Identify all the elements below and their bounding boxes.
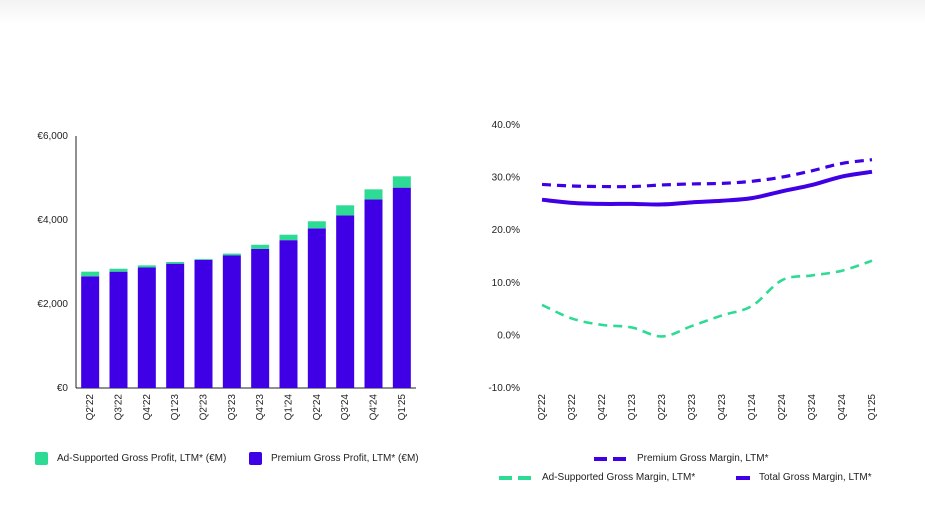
bar-premium-2 xyxy=(137,267,156,388)
ad-supported-swatch xyxy=(35,452,48,465)
x-tick-label: Q3'24 xyxy=(807,394,818,421)
x-tick-label: Q1'23 xyxy=(627,394,638,421)
bar-ad-supported-6 xyxy=(251,244,270,249)
x-tick-label: Q4'23 xyxy=(255,394,266,421)
x-tick-label: Q1'23 xyxy=(170,394,181,421)
bar-premium-6 xyxy=(251,248,270,388)
bar-premium-7 xyxy=(279,240,298,388)
bar-premium-1 xyxy=(109,271,128,388)
legend-label: Ad-Supported Gross Margin, LTM* xyxy=(542,472,696,483)
y-tick-label: €0 xyxy=(57,383,69,394)
x-tick-label: Q2'23 xyxy=(199,394,210,421)
bar-ad-supported-0 xyxy=(81,271,100,277)
legend-label: Total Gross Margin, LTM* xyxy=(759,472,872,483)
x-tick-label: Q2'22 xyxy=(537,394,548,421)
solid-total-key xyxy=(736,475,750,480)
y-tick-label: 10.0% xyxy=(492,278,520,289)
x-tick-label: Q4'24 xyxy=(837,394,848,421)
bar-ad-supported-11 xyxy=(392,176,411,188)
dashed-ad-supported-key xyxy=(499,473,533,483)
y-tick-label: €2,000 xyxy=(37,299,68,310)
legend-label: Ad-Supported Gross Profit, LTM* (€M) xyxy=(57,453,227,464)
x-tick-label: Q1'25 xyxy=(867,394,878,421)
legend-label: Premium Gross Margin, LTM* xyxy=(637,453,769,464)
top-band xyxy=(0,0,925,24)
legend-premium-margin: Premium Gross Margin, LTM* xyxy=(594,453,769,464)
legend-ad-supported-margin: Ad-Supported Gross Margin, LTM* xyxy=(499,472,695,483)
series-line-ad-supported-margin xyxy=(541,259,873,338)
x-tick-label: Q1'25 xyxy=(397,394,408,421)
bar-premium-8 xyxy=(307,228,326,388)
x-tick-label: Q2'22 xyxy=(85,394,96,421)
y-tick-label: €6,000 xyxy=(37,131,68,142)
bar-ad-supported-9 xyxy=(336,205,355,216)
y-tick-label: €4,000 xyxy=(37,215,68,226)
series-line-total-margin xyxy=(541,169,873,207)
x-tick-label: Q2'24 xyxy=(777,394,788,421)
x-tick-label: Q4'23 xyxy=(717,394,728,421)
bar-premium-4 xyxy=(194,259,213,388)
premium-swatch xyxy=(249,452,262,465)
bar-ad-supported-5 xyxy=(222,253,241,256)
x-tick-label: Q1'24 xyxy=(284,394,295,421)
bar-ad-supported-8 xyxy=(307,221,326,229)
bar-premium-3 xyxy=(166,263,185,388)
gross-margin-line-chart: -10.0% 0.0% 10.0% 20.0% 30.0% 40.0% Q2'22 Q3'22… xyxy=(488,120,878,421)
bar-premium-10 xyxy=(364,199,383,388)
bar-premium-11 xyxy=(392,187,411,388)
x-tick-label: Q4'22 xyxy=(142,394,153,421)
bar-ad-supported-2 xyxy=(137,265,156,268)
y-tick-label: 20.0% xyxy=(492,225,520,236)
bar-ad-supported-3 xyxy=(166,262,185,264)
x-tick-label: Q2'24 xyxy=(312,394,323,421)
y-tick-label: 30.0% xyxy=(492,173,520,184)
series-line-premium-margin xyxy=(541,158,873,189)
x-tick-label: Q3'23 xyxy=(687,394,698,421)
bar-premium-9 xyxy=(336,215,355,388)
bar-ad-supported-10 xyxy=(364,189,383,200)
x-tick-label: Q3'23 xyxy=(227,394,238,421)
x-tick-label: Q3'22 xyxy=(114,394,125,421)
legend-total-margin: Total Gross Margin, LTM* xyxy=(726,472,872,483)
y-tick-label: -10.0% xyxy=(488,383,520,394)
legend-ad-supported-profit: Ad-Supported Gross Profit, LTM* (€M) xyxy=(35,452,226,465)
x-tick-label: Q2'23 xyxy=(657,394,668,421)
x-tick-label: Q4'22 xyxy=(597,394,608,421)
x-tick-label: Q4'24 xyxy=(369,394,380,421)
x-tick-label: Q1'24 xyxy=(747,394,758,421)
x-tick-label: Q3'24 xyxy=(340,394,351,421)
y-tick-label: 0.0% xyxy=(497,330,520,341)
bar-ad-supported-7 xyxy=(279,234,298,241)
legend-premium-profit: Premium Gross Profit, LTM* (€M) xyxy=(249,452,419,465)
dashed-premium-key xyxy=(594,454,628,464)
bar-ad-supported-1 xyxy=(109,268,128,272)
gross-profit-bar-chart: €0 €2,000 €4,000 €6,000 Q2'22 Q3'22 Q4'22 Q1'23… xyxy=(37,131,416,421)
bar-premium-0 xyxy=(81,276,100,388)
y-tick-label: 40.0% xyxy=(492,120,520,131)
bar-ad-supported-4 xyxy=(194,259,213,260)
legend-label: Premium Gross Profit, LTM* (€M) xyxy=(271,453,419,464)
x-tick-label: Q3'22 xyxy=(567,394,578,421)
bar-premium-5 xyxy=(222,255,241,388)
